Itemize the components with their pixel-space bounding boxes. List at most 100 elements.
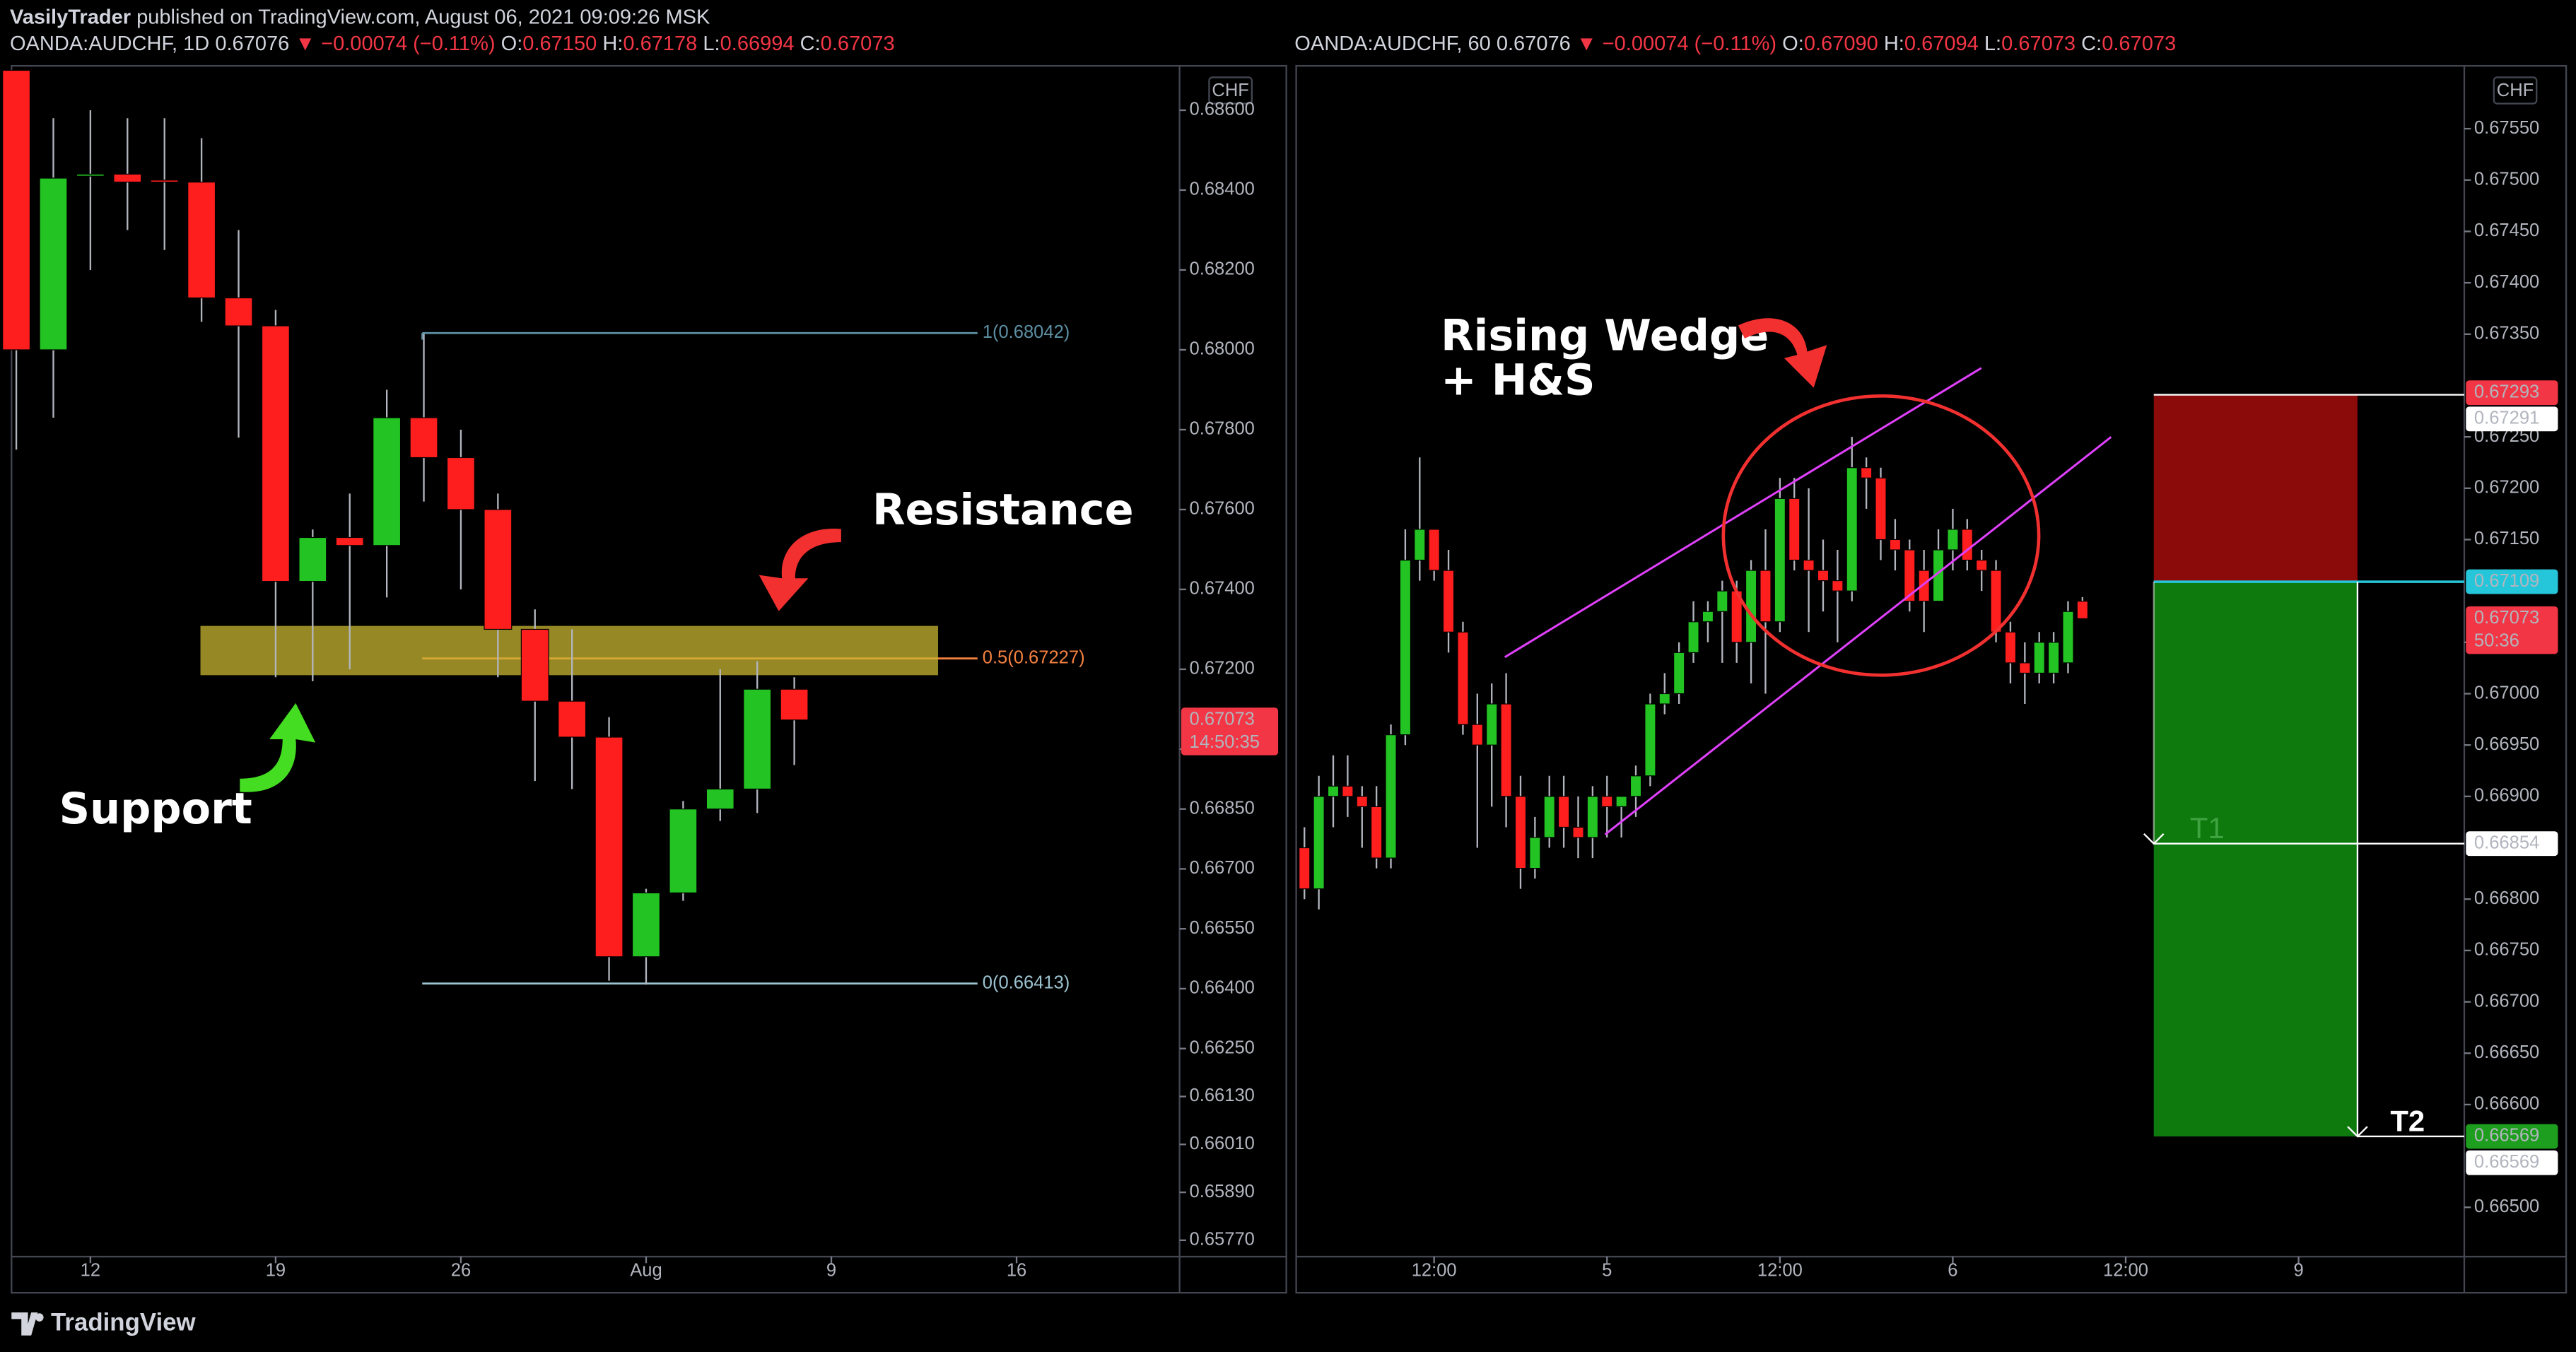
y-tick-label: 0.66400 [1190,978,1255,998]
candle-body [1644,703,1656,777]
y-tick-label: 0.67200 [1190,659,1255,678]
ohlc-label: L: [1984,33,2001,55]
price-label-box [2466,380,2558,406]
x-tick-label: 9 [826,1261,836,1281]
wedge-lower [1604,436,2112,835]
right-panel [1295,64,2568,1294]
price-label: 0.66569 [2474,1152,2539,1172]
price-label: 0.67109 [2474,571,2539,591]
fib-label: 0(0.66413) [983,972,1070,992]
currency-box [2493,76,2538,105]
x-tick-label: 12:00 [1412,1261,1457,1281]
fib-label: 1(0.68042) [983,322,1070,342]
candle-body [1846,467,1858,592]
y-tick-label: 0.66250 [1190,1037,1255,1057]
x-tick-label: 6 [1948,1261,1957,1281]
ohlc-label: H: [1884,33,1904,55]
candle-body [298,536,327,582]
left-chart: OANDA:AUDCHF, 1D 0.67076 ▼ −0.00074 (−0.… [2,33,1279,1281]
candle-body [1629,775,1642,797]
y-tick-label: 0.66600 [2474,1094,2539,1114]
candle-body [335,536,364,546]
x-tick-label: 12:00 [1757,1261,1803,1281]
price-label: 0.67073 [2474,608,2539,628]
candle-body [1716,590,1728,612]
price-label: 0.66854 [2474,833,2539,852]
price-sublabel: 50:36 [2474,631,2519,651]
target-zone [2153,582,2358,1136]
price-label: 0.66569 [2474,1126,2539,1146]
y-tick-label: 0.68400 [1190,180,1255,199]
ohlc-value: 0.67150 [522,33,597,55]
price-label-box [2466,406,2558,432]
ohlc-label: C: [2081,33,2102,55]
wedge-label: Rising Wedge [1441,312,1769,361]
y-tick-label: 0.66800 [2474,888,2539,908]
target2-label: T2 [2390,1104,2425,1137]
candle-body [520,628,549,702]
y-tick-label: 0.67600 [1190,499,1255,519]
support-resistance-zone [200,625,938,676]
ohlc-label: L: [703,33,720,55]
fib-label: 0.5(0.67227) [983,647,1085,667]
candle-body [1702,611,1714,623]
candle-body [1299,847,1311,890]
candle-body [224,297,253,327]
y-tick-label: 0.66550 [1190,918,1255,938]
candle-body [1385,734,1397,859]
y-tick-label: 0.67200 [2474,478,2539,498]
x-tick-label: 19 [266,1261,286,1281]
candle-body [1313,796,1325,890]
price-label: 0.67291 [2474,408,2539,428]
candle-body [1543,796,1555,838]
candle-body [1861,467,1873,478]
candle-body [39,177,68,351]
y-tick-label: 0.66010 [1190,1134,1255,1153]
candle-body [1428,529,1440,571]
y-tick-label: 0.66700 [2474,991,2539,1011]
candle-body [632,892,660,958]
candle-body [1399,559,1412,736]
y-tick-label: 0.67000 [2474,683,2539,703]
y-tick-label: 0.66130 [1190,1086,1255,1105]
y-tick-label: 0.67400 [2474,272,2539,292]
candle-body [409,417,438,459]
candle-body [595,736,623,958]
y-tick-label: 0.66850 [1190,798,1255,818]
y-tick-label: 0.66750 [2474,940,2539,960]
candle-body [2019,662,2031,674]
last-price: 0.67076 [1497,33,1571,55]
chart-header: OANDA:AUDCHF, 60 0.67076 ▼ −0.00074 (−0.… [1294,33,2176,55]
price-label-box [2466,569,2558,594]
candle-body [446,457,475,510]
y-tick-label: 0.66650 [2474,1042,2539,1062]
logo: TradingView [11,1309,197,1336]
y-tick-label: 0.67500 [2474,170,2539,189]
candle-body [1371,806,1383,859]
change: ▼ −0.00074 (−0.11%) [295,33,495,55]
candle-body [373,417,402,546]
candle-body [1774,498,1786,623]
candle-body [706,788,734,810]
candle-body [743,688,772,790]
price-label-box [2466,831,2558,857]
candle-body [76,173,105,177]
y-tick-label: 0.66700 [1190,858,1255,878]
y-tick-label: 0.67400 [1190,579,1255,599]
candle-body [1904,549,1916,602]
candle-body [1817,570,1829,582]
x-tick-label: 12:00 [2103,1261,2148,1281]
currency: CHF [2497,81,2534,100]
candle-body [1442,570,1455,633]
wedge-arrow [1738,318,1827,388]
ohlc-value: 0.67073 [2102,33,2176,55]
x-tick-label: 16 [1007,1261,1026,1281]
candle-body [1976,559,1988,571]
candle-body [1673,652,1685,695]
support-label: Support [59,784,252,834]
y-tick-label: 0.67550 [2474,118,2539,138]
x-tick-label: 5 [1602,1261,1612,1281]
candle-body [1601,796,1613,807]
